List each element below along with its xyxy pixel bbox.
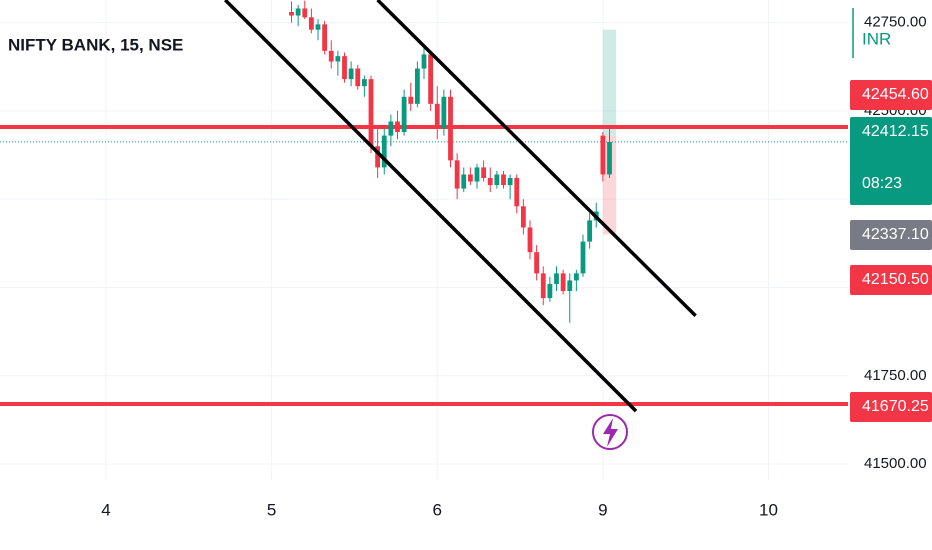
y-tick-label: 41500.00	[864, 455, 927, 472]
trendline	[376, 0, 697, 318]
candle-body	[534, 252, 540, 274]
candle-body	[375, 146, 381, 168]
candle-body	[308, 17, 314, 30]
price-badge	[850, 392, 932, 422]
candle-body	[335, 56, 341, 62]
candle-body	[421, 54, 427, 69]
candle-body	[501, 174, 506, 186]
candle-body	[342, 56, 347, 80]
candle-body	[467, 174, 473, 182]
price-badge	[850, 80, 932, 110]
candle-body	[554, 273, 559, 284]
currency-label: INR	[862, 29, 891, 48]
x-tick-label: 9	[598, 500, 607, 519]
candle-body	[388, 121, 394, 136]
x-tick-label: 10	[759, 500, 778, 519]
y-tick-label: 42750.00	[864, 14, 927, 31]
price-badge-label: 42150.50	[862, 271, 929, 288]
candle-body	[527, 227, 533, 253]
candle-body	[560, 273, 566, 292]
candle-body	[514, 178, 520, 207]
candle-body	[302, 8, 308, 18]
grid	[0, 0, 848, 480]
candle-body	[481, 167, 487, 179]
candle-body	[434, 103, 440, 129]
candle-body	[441, 96, 447, 129]
x-tick-label: 4	[101, 500, 110, 519]
price-badge	[850, 117, 932, 205]
candle-body	[428, 54, 434, 104]
candle-body	[547, 283, 553, 299]
candle-body	[328, 50, 334, 62]
candle-body	[567, 280, 573, 292]
candle-body	[507, 178, 513, 186]
plot-area	[0, 0, 848, 413]
candle-body	[322, 24, 328, 51]
candle-body	[361, 79, 367, 87]
candle-body	[607, 141, 612, 175]
candle-body	[381, 135, 387, 168]
candle-body	[355, 68, 361, 87]
y-tick-label: 41750.00	[864, 367, 927, 384]
candle-body	[487, 178, 493, 186]
alert-icon	[592, 414, 628, 450]
trendline	[224, 0, 638, 413]
price-badge	[850, 265, 932, 295]
price-countdown: 08:23	[862, 175, 902, 192]
candle-body	[494, 174, 500, 186]
candle-body	[573, 273, 579, 281]
chart-title: NIFTY BANK, 15, NSE	[8, 35, 183, 54]
candle-body	[289, 12, 294, 16]
candle-body	[600, 135, 606, 175]
candle-body	[454, 160, 460, 189]
target-zone	[602, 29, 617, 136]
price-badge-label: 42412.15	[862, 123, 929, 140]
price-badge-label: 42337.10	[862, 226, 929, 243]
price-axis: 41500.0041750.0042000.0042250.0042500.00…	[850, 14, 932, 472]
candle-body	[414, 68, 420, 104]
x-tick-label: 5	[267, 500, 276, 519]
price-badge	[850, 220, 932, 250]
candle-body	[395, 121, 400, 133]
price-badge-label: 41670.25	[862, 398, 929, 415]
candle-body	[520, 206, 526, 228]
candle-body	[580, 241, 586, 274]
stop-zone	[602, 135, 617, 235]
candle-body	[540, 273, 546, 299]
candle-body	[408, 96, 414, 104]
candle-body	[461, 174, 467, 189]
candle-body	[295, 8, 301, 16]
candle-body	[448, 96, 453, 161]
candle-body	[368, 79, 374, 147]
price-badge-label: 42454.60	[862, 86, 929, 103]
candle-body	[474, 167, 480, 182]
candle-body	[315, 24, 321, 30]
candle-body	[587, 220, 593, 242]
candle-body	[348, 68, 354, 80]
candle-body	[401, 96, 407, 133]
x-tick-label: 6	[433, 500, 442, 519]
